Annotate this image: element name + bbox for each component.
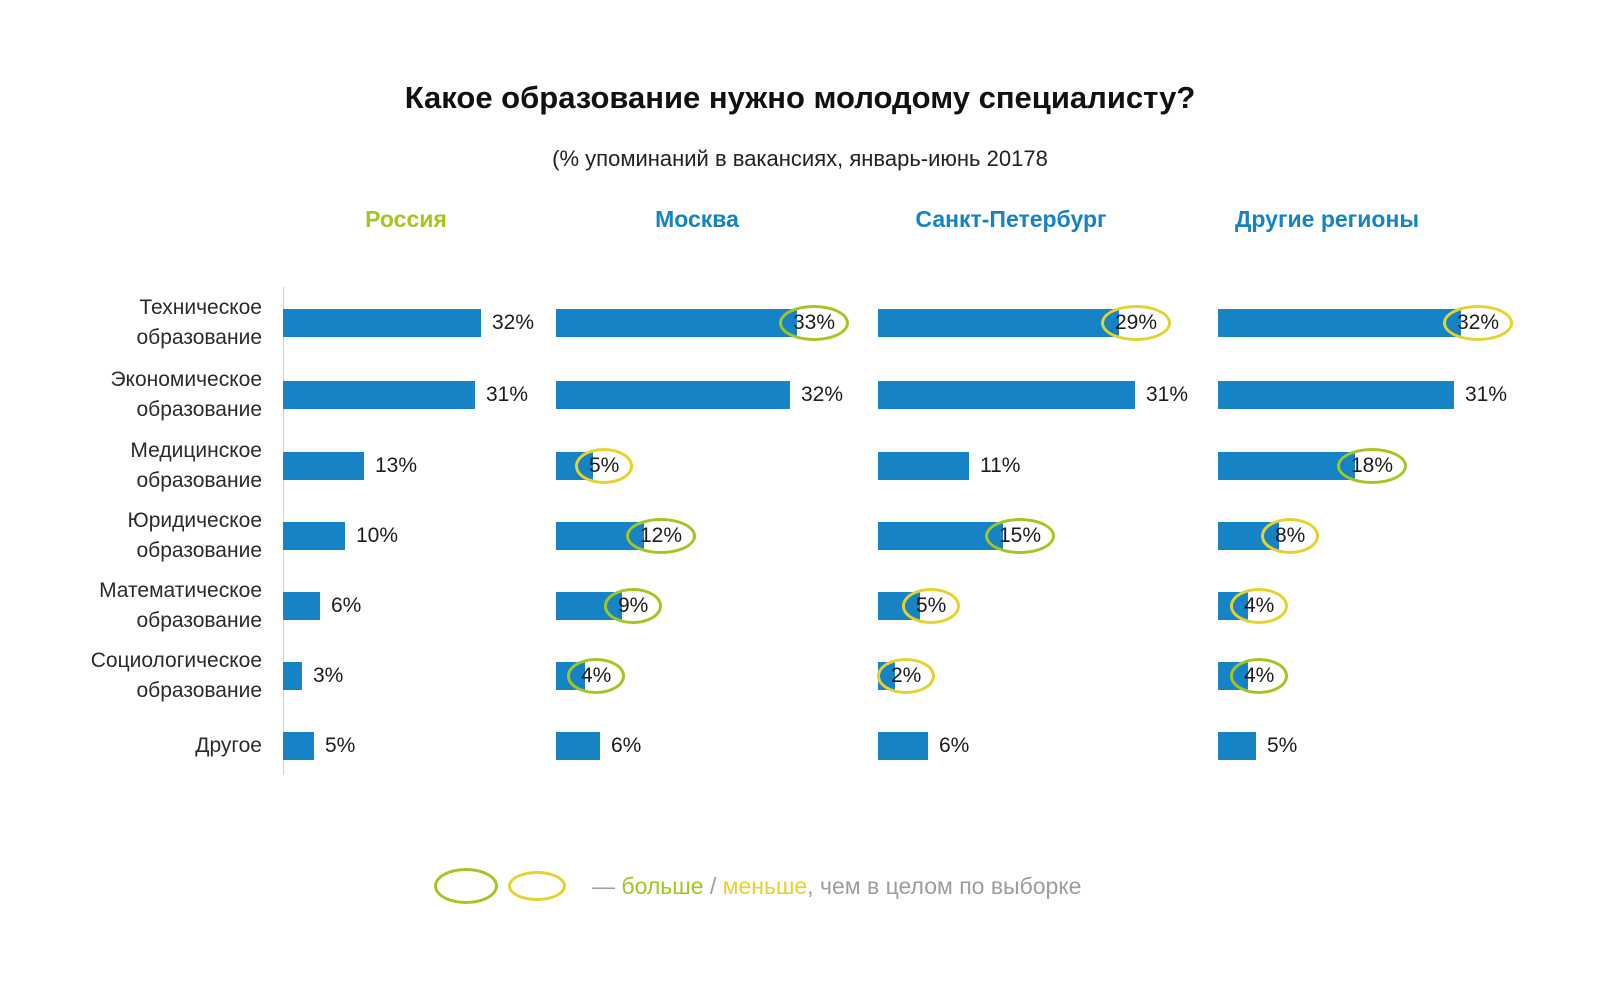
bar-saint-petersburg bbox=[878, 381, 1135, 409]
value-label: 32% bbox=[801, 383, 844, 406]
bar-russia bbox=[283, 732, 314, 760]
value-label: 13% bbox=[375, 454, 418, 477]
row-label-line: образование bbox=[136, 398, 262, 421]
row-label-line: Другое bbox=[195, 734, 262, 757]
legend-dash: — bbox=[592, 872, 622, 899]
value-label: 31% bbox=[1146, 383, 1189, 406]
value-label: 6% bbox=[611, 734, 642, 757]
row-label-line: Математическое bbox=[99, 579, 262, 602]
bar-other-regions bbox=[1218, 309, 1461, 337]
column-header-other-regions: Другие регионы bbox=[1235, 206, 1419, 232]
bar-other-regions bbox=[1218, 732, 1256, 760]
bar-saint-petersburg bbox=[878, 452, 969, 480]
chart-title: Какое образование нужно молодому специал… bbox=[404, 80, 1196, 115]
value-ellipse-more: 12% bbox=[626, 518, 697, 554]
value-label: 6% bbox=[331, 594, 362, 617]
value-ellipse-less: 4% bbox=[1230, 588, 1289, 624]
row-label-line: образование bbox=[136, 326, 262, 349]
value-label: 6% bbox=[939, 734, 970, 757]
bar-russia bbox=[283, 452, 364, 480]
value-label: 31% bbox=[486, 383, 529, 406]
value-label: 3% bbox=[313, 664, 344, 687]
legend-suffix: , чем в целом по выборке bbox=[807, 872, 1082, 899]
row-label: Медицинское образование bbox=[0, 436, 262, 496]
row-label-line: образование bbox=[136, 679, 262, 702]
row-label-line: Юридическое bbox=[127, 509, 262, 532]
bar-russia bbox=[283, 381, 475, 409]
legend-text: — больше / меньше, чем в целом по выборк… bbox=[592, 873, 1081, 900]
chart-subtitle: (% упоминаний в вакансиях, январь-июнь 2… bbox=[552, 146, 1048, 171]
bar-russia bbox=[283, 592, 320, 620]
value-ellipse-less: 2% bbox=[877, 658, 936, 694]
bar-other-regions bbox=[1218, 381, 1454, 409]
value-label: 5% bbox=[1267, 734, 1298, 757]
value-ellipse-less: 8% bbox=[1261, 518, 1320, 554]
legend-more-ellipse-icon bbox=[434, 868, 498, 904]
legend-separator: / bbox=[703, 872, 723, 899]
value-ellipse-less: 5% bbox=[902, 588, 961, 624]
legend-less-ellipse-icon bbox=[508, 871, 566, 901]
row-label-line: Медицинское bbox=[130, 439, 262, 462]
legend-more-label: больше bbox=[621, 872, 704, 899]
bar-russia bbox=[283, 522, 345, 550]
row-label: Экономическое образование bbox=[0, 365, 262, 425]
value-ellipse-more: 4% bbox=[1230, 658, 1289, 694]
row-label-line: образование bbox=[136, 539, 262, 562]
bar-other-regions bbox=[1218, 452, 1355, 480]
column-header-saint-petersburg: Санкт-Петербург bbox=[915, 206, 1107, 232]
row-label-line: Экономическое bbox=[110, 368, 262, 391]
value-ellipse-less: 29% bbox=[1101, 305, 1172, 341]
bar-moscow bbox=[556, 309, 797, 337]
value-label: 5% bbox=[325, 734, 356, 757]
bar-russia bbox=[283, 309, 481, 337]
row-label: Юридическое образование bbox=[0, 506, 262, 566]
value-label: 32% bbox=[492, 311, 535, 334]
bar-saint-petersburg bbox=[878, 309, 1119, 337]
value-ellipse-more: 18% bbox=[1337, 448, 1408, 484]
value-ellipse-less: 32% bbox=[1443, 305, 1514, 341]
row-label-line: образование bbox=[136, 469, 262, 492]
value-ellipse-more: 9% bbox=[604, 588, 663, 624]
row-label-line: Техническое bbox=[139, 296, 262, 319]
value-ellipse-more: 15% bbox=[985, 518, 1056, 554]
column-header-moscow: Москва bbox=[655, 206, 739, 232]
value-label: 10% bbox=[356, 524, 399, 547]
legend: — больше / меньше, чем в целом по выборк… bbox=[434, 864, 1081, 908]
value-label: 11% bbox=[980, 454, 1021, 477]
row-label-line: образование bbox=[136, 609, 262, 632]
column-header-russia: Россия bbox=[365, 206, 447, 232]
bar-saint-petersburg bbox=[878, 732, 928, 760]
value-label: 31% bbox=[1465, 383, 1508, 406]
bar-moscow bbox=[556, 381, 790, 409]
bar-moscow bbox=[556, 732, 600, 760]
row-label: Техническое образование bbox=[0, 293, 262, 353]
row-label: Социологическое образование bbox=[0, 646, 262, 706]
row-label-line: Социологическое bbox=[90, 649, 262, 672]
bar-saint-petersburg bbox=[878, 522, 1003, 550]
value-ellipse-more: 4% bbox=[567, 658, 626, 694]
row-label: Другое bbox=[0, 731, 262, 761]
row-label: Математическое образование bbox=[0, 576, 262, 636]
value-ellipse-more: 33% bbox=[779, 305, 850, 341]
legend-less-label: меньше bbox=[722, 872, 808, 899]
bar-russia bbox=[283, 662, 302, 690]
value-ellipse-less: 5% bbox=[575, 448, 634, 484]
